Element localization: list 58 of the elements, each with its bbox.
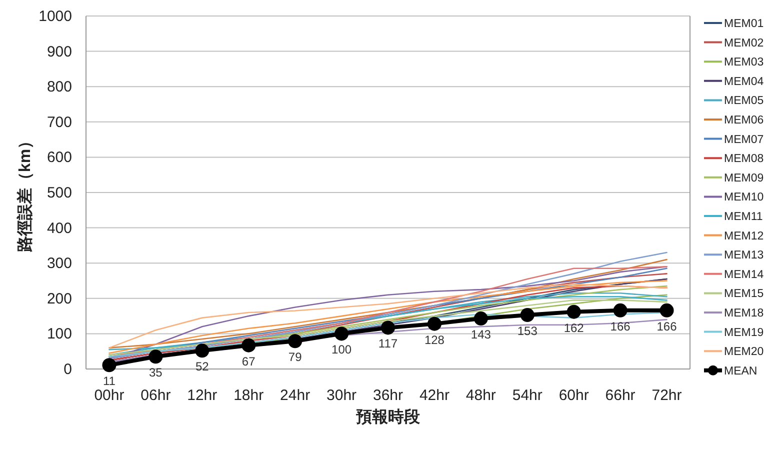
legend-label: MEM10 [724,192,764,204]
x-tick-label: 42hr [419,387,450,404]
y-tick-label: 800 [46,78,72,96]
data-label: 11 [102,374,116,388]
legend-label: MEM01 [724,18,764,30]
x-tick-label: 18hr [234,387,264,404]
x-tick-label: 54hr [512,387,542,404]
data-label: 128 [424,332,445,347]
x-tick-label: 72hr [652,387,682,404]
data-label: 100 [332,342,352,357]
data-label: 166 [656,319,678,334]
legend-label: MEAN [724,365,758,378]
data-label: 143 [470,328,492,342]
x-tick-label: 48hr [466,387,496,404]
data-label: 67 [242,354,256,368]
y-tick-label: 700 [46,114,72,131]
data-label: 35 [149,366,163,380]
legend-label: MEM09 [724,172,764,184]
y-tick-label: 900 [46,43,72,60]
legend-label: MEM08 [724,153,764,166]
y-axis-title: 路徑誤差（km） [16,132,34,254]
legend-label: MEM07 [724,134,764,146]
x-axis-title: 預報時段 [355,408,421,426]
legend-label: MEM14 [724,268,764,281]
legend-label: MEM15 [724,288,764,300]
data-label: 162 [564,320,584,335]
y-tick-label: 100 [46,326,72,343]
legend-label: MEM04 [724,76,764,88]
legend-label: MEM03 [724,56,764,69]
y-tick-label: 500 [46,184,72,202]
legend-label: MEM11 [724,211,763,223]
data-label: 79 [288,350,302,364]
x-tick-label: 36hr [372,387,404,404]
x-tick-label: 60hr [558,387,589,404]
y-tick-label: 200 [46,290,72,308]
legend-label: MEM18 [724,308,764,320]
data-label: 117 [378,336,398,351]
x-tick-label: 24hr [280,387,310,404]
x-tick-label: 66hr [605,387,636,404]
x-tick-label: 06hr [140,387,171,404]
data-label: 153 [517,324,538,338]
data-label: 52 [195,360,210,374]
y-tick-label: 0 [64,361,72,378]
x-tick-label: 00hr [94,387,124,404]
legend-label: MEM19 [724,326,764,339]
x-tick-label: 30hr [326,387,357,404]
legend-label: MEM05 [724,95,764,108]
data-label: 166 [610,319,631,334]
legend-label: MEM20 [724,346,764,358]
y-tick-label: 1000 [38,8,72,25]
legend-label: MEM13 [724,250,764,262]
legend-label: MEM12 [724,230,764,242]
legend-label: MEM02 [724,37,764,50]
legend-label: MEM06 [724,114,764,126]
y-tick-label: 400 [46,220,72,237]
x-tick-label: 12hr [187,387,218,404]
y-tick-label: 300 [46,255,72,272]
y-tick-label: 600 [46,149,72,166]
